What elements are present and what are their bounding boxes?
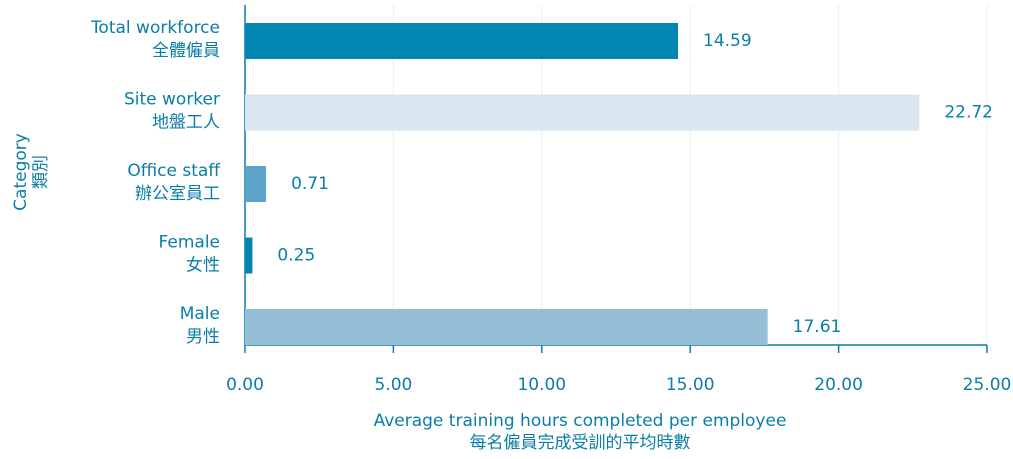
y-tick-label: 女性 <box>186 256 220 276</box>
y-axis-label: 類別 <box>31 155 51 189</box>
value-label: 14.59 <box>703 31 752 51</box>
bar <box>245 237 253 274</box>
y-tick-label: 地盤工人 <box>152 113 220 133</box>
y-tick-label: Male <box>180 304 220 324</box>
value-label: 17.61 <box>793 317 842 337</box>
y-tick-label: 全體僱員 <box>152 41 220 61</box>
value-label: 0.71 <box>291 174 329 194</box>
bar <box>245 309 768 345</box>
x-tick-label: 25.00 <box>963 375 1012 395</box>
x-tick-label: 0.00 <box>226 375 264 395</box>
y-tick-label: Female <box>159 233 220 253</box>
x-tick-label: 20.00 <box>814 375 863 395</box>
x-tick-label: 15.00 <box>666 375 715 395</box>
y-tick-label: 辦公室員工 <box>135 184 220 204</box>
bar <box>245 166 267 202</box>
x-axis-label: 每名僱員完成受訓的平均時數 <box>470 433 691 453</box>
y-tick-label: Office staff <box>127 161 221 181</box>
y-axis-label: Category <box>11 133 31 211</box>
bar <box>245 23 679 59</box>
value-label: 0.25 <box>277 246 315 266</box>
y-tick-label: 男性 <box>186 327 220 347</box>
y-tick-label: Site worker <box>124 90 220 110</box>
x-tick-label: 10.00 <box>517 375 566 395</box>
y-axis-label-group: Category 類別 <box>11 133 51 211</box>
value-label: 22.72 <box>944 103 993 123</box>
y-tick-label: Total workforce <box>90 18 220 38</box>
bar <box>245 94 920 131</box>
x-axis-label: Average training hours completed per emp… <box>374 411 787 431</box>
x-tick-label: 5.00 <box>374 375 412 395</box>
